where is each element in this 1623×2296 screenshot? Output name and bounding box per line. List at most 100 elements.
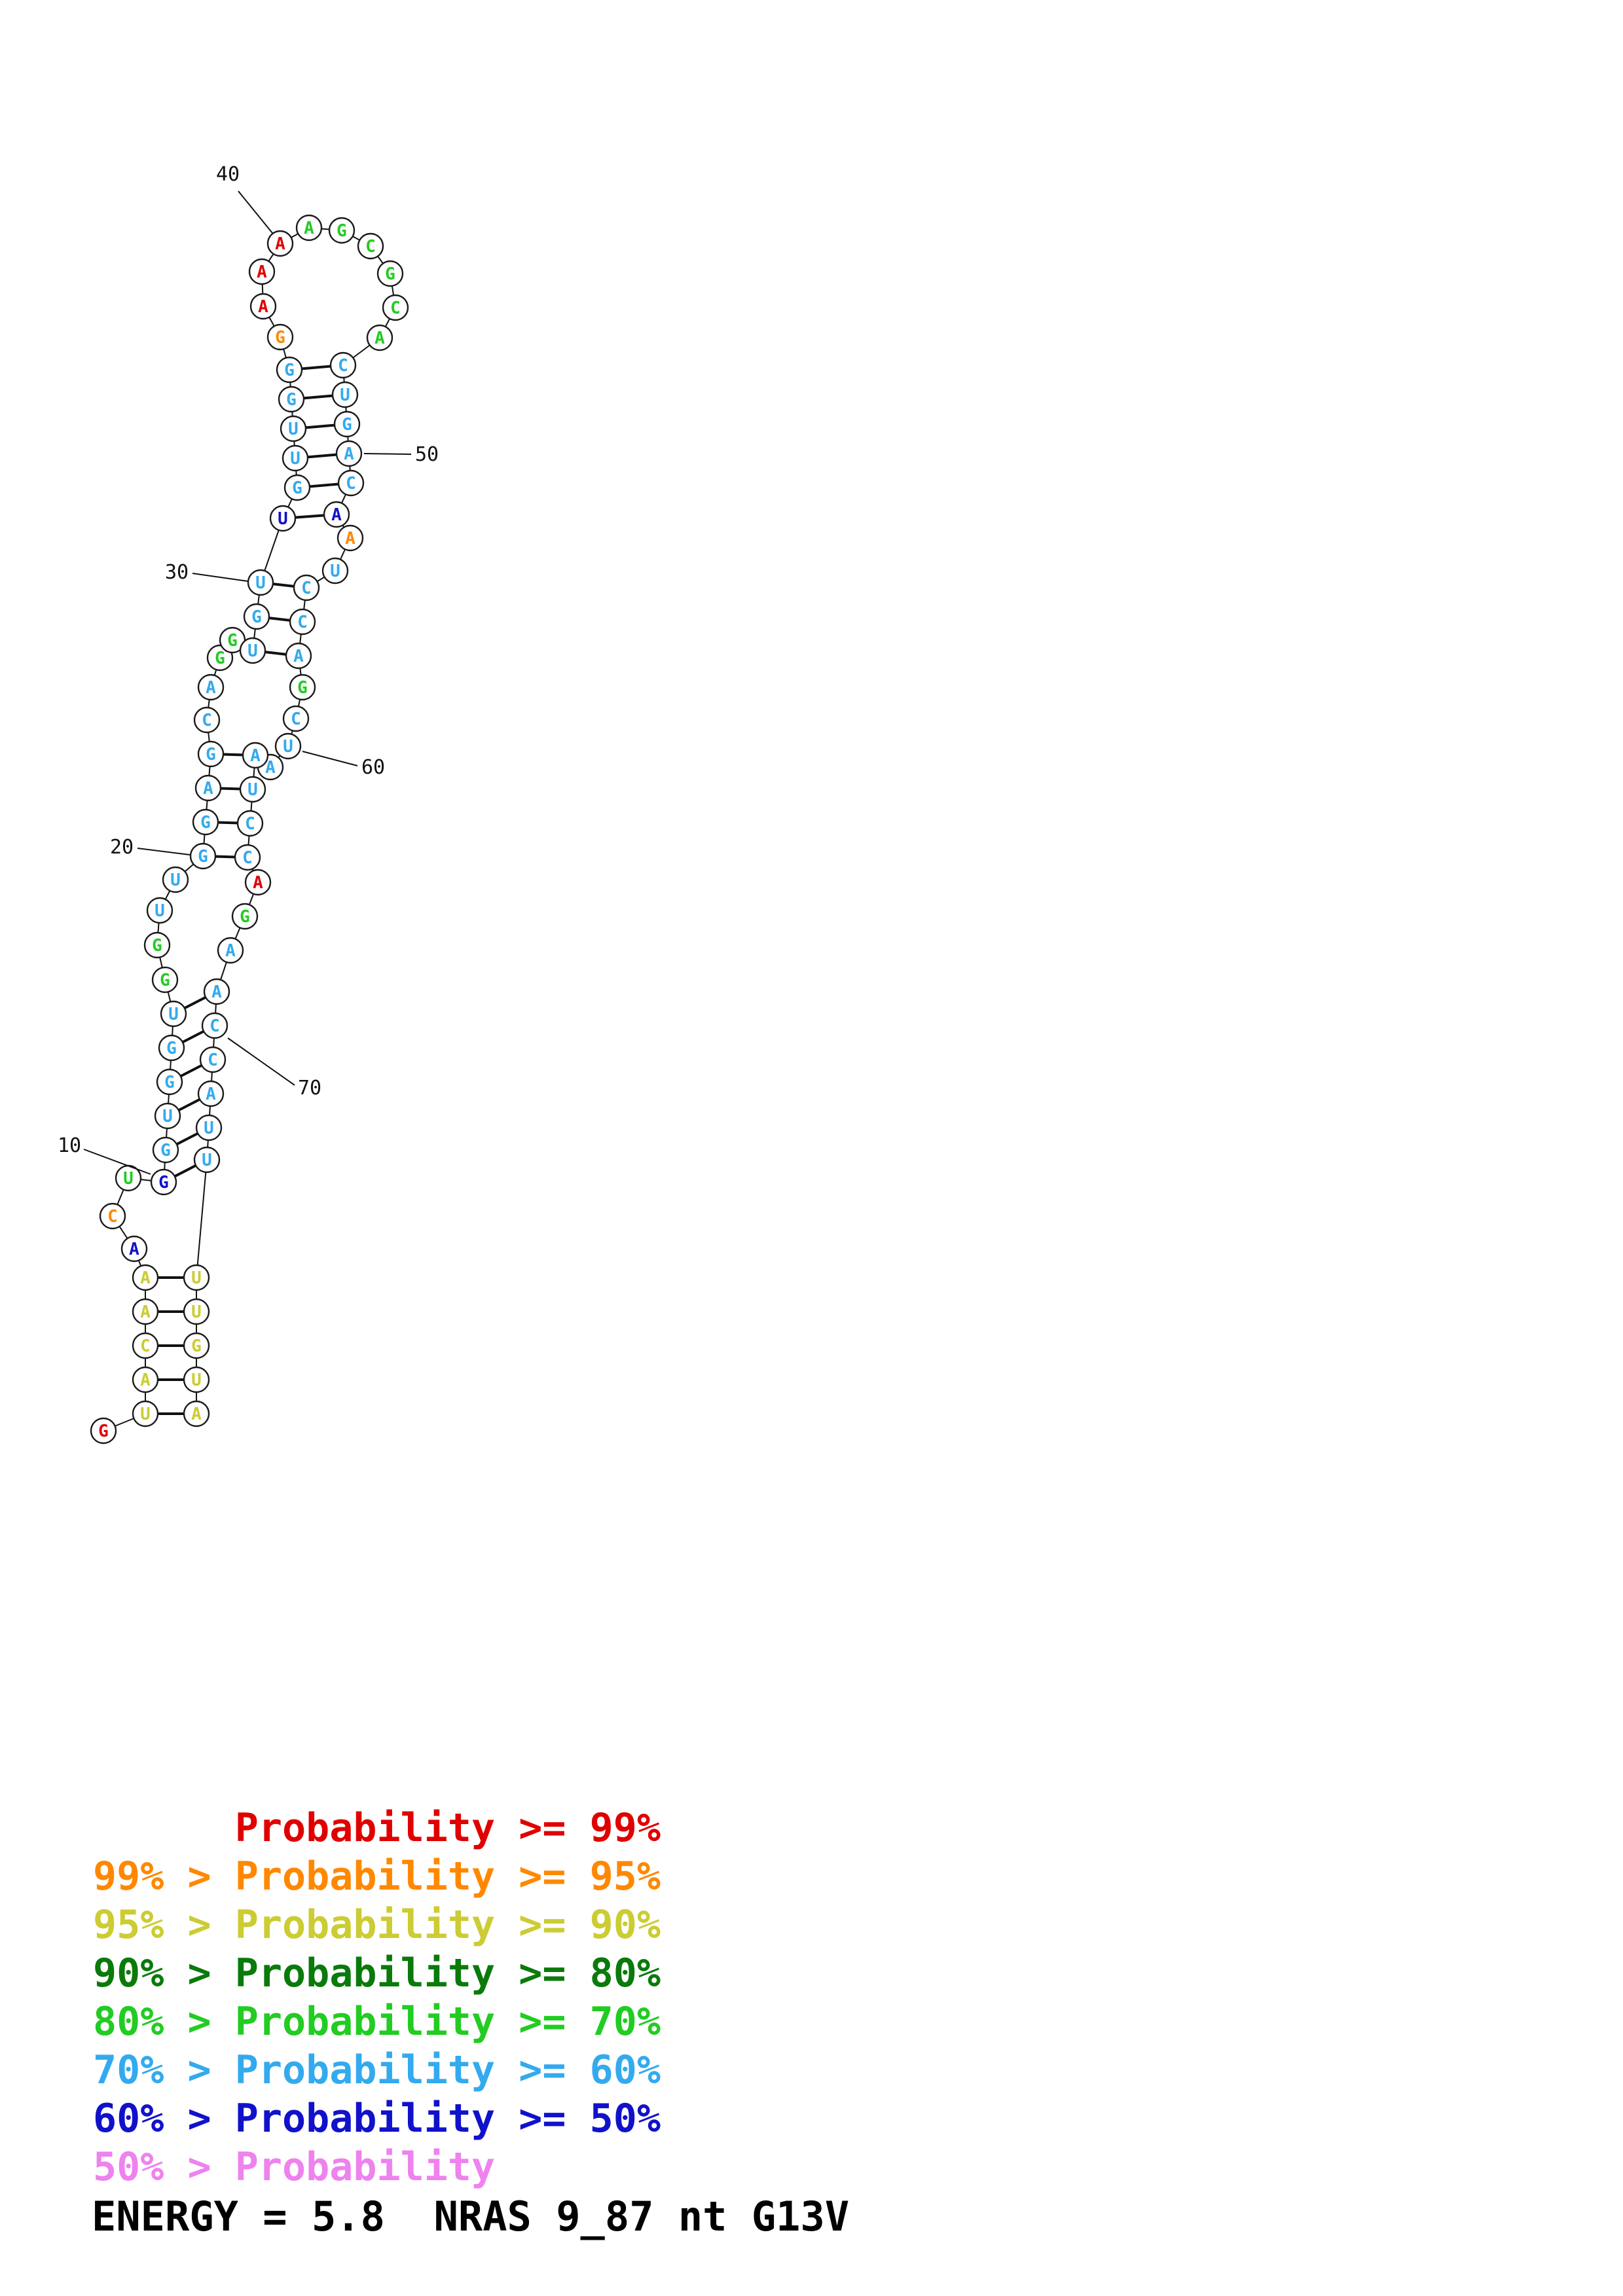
svg-text:A: A	[258, 297, 268, 317]
legend-row: 60% > Probability >= 50%	[93, 2096, 661, 2142]
svg-text:U: U	[202, 1151, 212, 1170]
svg-text:G: G	[342, 415, 352, 435]
nucleotide: C	[193, 706, 221, 734]
nucleotide: G	[333, 410, 361, 438]
svg-text:G: G	[160, 1141, 171, 1160]
nucleotide: C	[382, 294, 409, 321]
nucleotide: A	[248, 258, 276, 285]
svg-text:G: G	[385, 264, 395, 284]
svg-text:A: A	[345, 529, 356, 548]
nucleotide: U	[146, 897, 173, 924]
svg-text:U: U	[155, 901, 165, 921]
nucleotide: G	[278, 386, 305, 413]
svg-text:U: U	[340, 386, 350, 405]
svg-text:A: A	[257, 262, 267, 282]
svg-text:G: G	[251, 607, 262, 627]
position-label: 20	[110, 836, 134, 859]
nucleotide: U	[321, 557, 349, 584]
svg-text:A: A	[206, 1085, 216, 1104]
svg-text:A: A	[374, 329, 385, 348]
svg-text:G: G	[227, 631, 238, 651]
nucleotide: G	[376, 260, 404, 287]
nucleotide: U	[183, 1264, 210, 1291]
svg-text:G: G	[297, 678, 308, 698]
svg-text:G: G	[166, 1039, 177, 1058]
nucleotide: U	[331, 381, 359, 408]
nucleotide: U	[239, 776, 266, 803]
svg-text:C: C	[242, 848, 253, 868]
nucleotide: G	[219, 626, 246, 654]
svg-text:U: U	[170, 870, 181, 890]
svg-text:A: A	[304, 219, 314, 238]
svg-text:G: G	[286, 390, 297, 410]
legend-row: 50% > Probability	[93, 2144, 496, 2190]
nucleotide: C	[329, 351, 357, 379]
svg-text:A: A	[275, 234, 285, 254]
svg-text:C: C	[202, 711, 212, 730]
svg-text:C: C	[245, 814, 255, 834]
nucleotide: G	[289, 673, 316, 701]
svg-text:U: U	[247, 780, 258, 800]
nucleotide: G	[143, 931, 171, 959]
svg-text:C: C	[208, 1050, 218, 1070]
svg-text:A: A	[225, 941, 236, 961]
nucleotide: G	[183, 1332, 210, 1359]
svg-text:U: U	[288, 420, 299, 439]
svg-text:C: C	[338, 356, 348, 376]
nucleotide: A	[266, 230, 294, 257]
nucleotide: U	[195, 1114, 223, 1141]
svg-text:C: C	[301, 579, 312, 598]
svg-text:G: G	[98, 1422, 109, 1441]
nucleotide: G	[151, 966, 179, 994]
svg-text:A: A	[253, 873, 263, 893]
svg-text:C: C	[140, 1336, 151, 1356]
svg-text:U: U	[191, 1302, 202, 1322]
svg-text:U: U	[290, 449, 301, 469]
svg-text:U: U	[278, 509, 288, 529]
svg-text:A: A	[206, 678, 216, 698]
svg-text:C: C	[210, 1016, 220, 1036]
svg-text:A: A	[191, 1405, 202, 1424]
svg-text:G: G	[152, 936, 162, 956]
svg-text:G: G	[164, 1073, 175, 1092]
svg-text:A: A	[140, 1268, 151, 1288]
svg-text:A: A	[250, 746, 261, 766]
nucleotide: C	[282, 705, 310, 732]
svg-text:G: G	[206, 745, 216, 764]
svg-text:A: A	[140, 1371, 151, 1390]
svg-text:U: U	[140, 1405, 151, 1424]
svg-text:C: C	[107, 1207, 118, 1227]
legend-row: 90% > Probability >= 80%	[93, 1950, 661, 1996]
svg-text:U: U	[191, 1268, 202, 1288]
nucleotide: A	[194, 774, 222, 802]
nucleotide: G	[328, 217, 356, 244]
nucleotide: U	[274, 732, 302, 760]
position-label: 40	[216, 163, 240, 186]
svg-text:A: A	[140, 1302, 151, 1322]
nucleotide: A	[132, 1366, 159, 1393]
nucleotide: A	[197, 673, 225, 701]
nucleotide: G	[231, 903, 259, 930]
nucleotide: U	[269, 505, 297, 532]
nucleotide: U	[162, 866, 189, 893]
nucleotide: G	[197, 740, 225, 768]
svg-text:U: U	[191, 1371, 202, 1390]
nucleotide: A	[132, 1264, 159, 1291]
position-label: 60	[361, 756, 385, 779]
nucleotide: U	[183, 1366, 210, 1393]
nucleotide: A	[203, 978, 230, 1005]
svg-text:A: A	[211, 982, 222, 1002]
nucleotide: A	[249, 293, 277, 320]
svg-text:U: U	[283, 737, 293, 757]
nucleotide: A	[132, 1298, 159, 1325]
nucleotide: U	[193, 1146, 221, 1174]
nucleotide: G	[266, 323, 294, 351]
nucleotide: A	[244, 869, 272, 896]
svg-text:U: U	[247, 641, 258, 661]
nucleotide: A	[197, 1080, 225, 1107]
nucleotide: U	[183, 1298, 210, 1325]
nucleotide: A	[366, 324, 393, 351]
svg-text:C: C	[346, 474, 356, 493]
